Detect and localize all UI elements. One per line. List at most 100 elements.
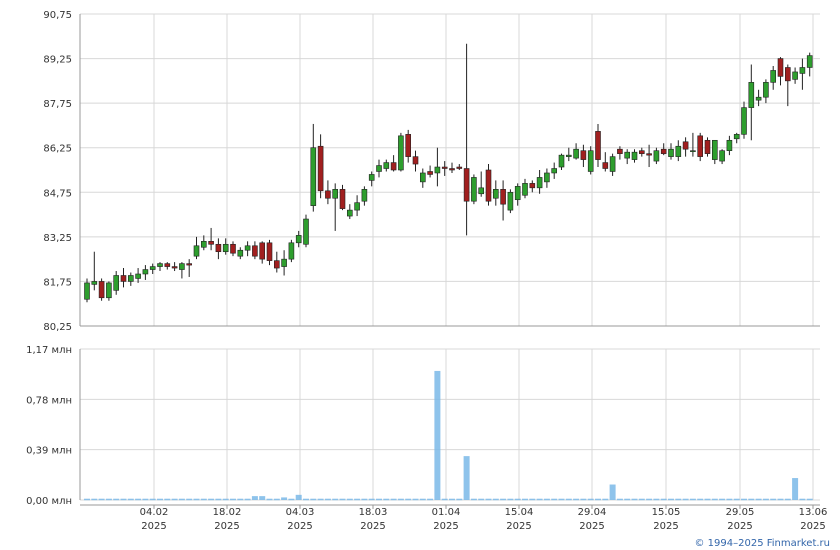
volume-bar bbox=[178, 498, 185, 501]
candle-body bbox=[419, 172, 426, 183]
price-y-tick-label: 87,75 bbox=[43, 99, 72, 110]
candle-body bbox=[84, 282, 90, 300]
volume-bar bbox=[157, 498, 163, 501]
candle-body bbox=[288, 242, 295, 260]
candle-body bbox=[157, 263, 163, 267]
volume-bar bbox=[638, 498, 645, 501]
candle-body bbox=[368, 174, 375, 181]
candle-body bbox=[587, 150, 594, 172]
volume-bar bbox=[543, 498, 550, 501]
price-y-tick-label: 89,25 bbox=[43, 55, 72, 66]
price-y-tick-label: 83,25 bbox=[43, 233, 72, 244]
candle-body bbox=[565, 154, 572, 157]
volume-bar bbox=[361, 498, 368, 501]
candle-body bbox=[135, 273, 141, 279]
volume-bar bbox=[682, 498, 689, 501]
x-tick-label-date: 04.02 bbox=[140, 507, 169, 518]
volume-bar bbox=[98, 498, 105, 501]
volume-bar bbox=[244, 498, 251, 501]
volume-bar bbox=[91, 498, 98, 501]
volume-bar bbox=[376, 498, 382, 501]
candle-body bbox=[376, 165, 382, 172]
candle-body bbox=[215, 243, 222, 253]
candle-body bbox=[303, 218, 309, 245]
candle-body bbox=[171, 266, 178, 269]
x-tick-label-year: 2025 bbox=[141, 521, 166, 532]
candle-body bbox=[463, 168, 470, 202]
candle-body bbox=[237, 249, 244, 257]
candle-body bbox=[244, 245, 251, 251]
price-y-tick-label: 86,25 bbox=[43, 144, 72, 155]
candle-body bbox=[434, 166, 441, 174]
volume-bar bbox=[230, 498, 236, 501]
volume-bar bbox=[127, 498, 134, 501]
volume-bar bbox=[310, 498, 317, 501]
x-tick-label-year: 2025 bbox=[287, 521, 312, 532]
volume-bar bbox=[200, 498, 207, 501]
volume-bar bbox=[609, 484, 616, 500]
candle-body bbox=[186, 263, 192, 266]
candle-body bbox=[427, 171, 433, 175]
volume-bar bbox=[332, 498, 339, 501]
volume-bars bbox=[84, 370, 813, 501]
volume-bar bbox=[84, 498, 90, 501]
candle-body bbox=[98, 281, 105, 299]
candle-body bbox=[544, 172, 550, 183]
volume-bar bbox=[653, 498, 660, 501]
candle-body bbox=[536, 177, 543, 189]
candle-body bbox=[485, 169, 492, 202]
candle-body bbox=[478, 187, 485, 195]
price-y-tick-label: 81,75 bbox=[43, 277, 72, 288]
candle-body bbox=[230, 243, 236, 254]
x-tick-label-year: 2025 bbox=[360, 521, 385, 532]
volume-bar bbox=[237, 498, 244, 501]
volume-bar bbox=[142, 498, 149, 501]
candle-body bbox=[507, 191, 514, 211]
volume-bar bbox=[726, 498, 733, 501]
volume-bar bbox=[149, 498, 156, 501]
candle-body bbox=[704, 139, 711, 154]
volume-bar bbox=[551, 498, 558, 501]
volume-bar bbox=[689, 498, 696, 501]
x-tick-label-date: 18.02 bbox=[213, 507, 242, 518]
volume-bar bbox=[171, 498, 178, 501]
volume-bar bbox=[208, 498, 215, 501]
volume-bar bbox=[755, 498, 762, 501]
candle-body bbox=[653, 150, 660, 162]
candle-body bbox=[638, 150, 645, 154]
candle-body bbox=[580, 150, 587, 160]
volume-bar bbox=[434, 370, 441, 500]
volume-bar bbox=[806, 498, 813, 501]
candle-body bbox=[441, 166, 448, 169]
volume-bar bbox=[303, 498, 309, 501]
x-tick-label-date: 18.03 bbox=[359, 507, 388, 518]
volume-bar bbox=[339, 498, 346, 501]
volume-bar bbox=[704, 498, 711, 501]
volume-bar bbox=[514, 498, 521, 501]
x-tick-label-year: 2025 bbox=[433, 521, 458, 532]
candle-body bbox=[748, 82, 755, 108]
candle-body bbox=[500, 189, 506, 205]
candle-body bbox=[361, 189, 368, 202]
volume-y-tick-label: 0,39 млн bbox=[26, 446, 72, 457]
candle-body bbox=[222, 243, 229, 253]
candle-body bbox=[405, 134, 412, 157]
candle-body bbox=[660, 148, 667, 154]
x-tick-label-date: 15.05 bbox=[652, 507, 681, 518]
x-tick-label-date: 13.06 bbox=[799, 507, 828, 518]
volume-bar bbox=[762, 498, 769, 501]
volume-y-tick-label: 1,17 млн bbox=[26, 345, 72, 356]
price-candles bbox=[84, 43, 813, 303]
volume-bar bbox=[419, 498, 426, 501]
candle-body bbox=[471, 177, 477, 202]
volume-bar bbox=[792, 478, 799, 500]
candle-body bbox=[792, 71, 798, 80]
volume-bar bbox=[748, 498, 755, 501]
x-tick-label-date: 01.04 bbox=[432, 507, 461, 518]
candle-body bbox=[456, 166, 463, 169]
volume-bar bbox=[522, 498, 528, 501]
candle-body bbox=[551, 168, 558, 174]
volume-bar bbox=[456, 498, 463, 501]
volume-bar bbox=[427, 498, 434, 501]
